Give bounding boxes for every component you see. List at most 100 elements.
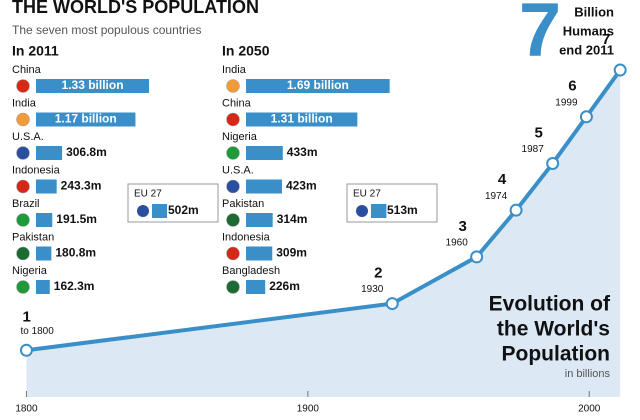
value-label: 226m <box>269 279 300 293</box>
country-label: Nigeria <box>12 265 48 277</box>
value-label: 1.69 billion <box>287 78 349 92</box>
bar <box>246 179 282 194</box>
value-label: 191.5m <box>56 212 97 226</box>
point-note: to 1800 <box>20 326 54 337</box>
country-label: Nigeria <box>222 131 258 143</box>
bar <box>36 213 53 227</box>
point-year: 1974 <box>485 191 508 202</box>
line-title: the World's <box>497 318 610 341</box>
point <box>509 203 523 217</box>
flag <box>226 246 240 261</box>
value-label: 306.8m <box>66 145 107 159</box>
value-label: 1.33 billion <box>62 78 124 92</box>
bar <box>36 179 57 194</box>
point-year: 1960 <box>446 238 469 249</box>
point-number: 7 <box>602 31 610 48</box>
flag <box>16 79 30 93</box>
annotation-value: 513m <box>387 203 418 217</box>
area-layer <box>26 70 621 397</box>
bar <box>246 146 283 160</box>
point-year: 1999 <box>555 97 578 108</box>
flag <box>16 179 30 194</box>
flag <box>137 205 149 217</box>
annotation-label: EU 27 <box>134 189 162 200</box>
country-label: Indonesia <box>222 231 271 243</box>
point <box>470 250 484 264</box>
point <box>613 63 627 77</box>
flag <box>226 112 240 127</box>
point <box>19 343 33 357</box>
value-label: 314m <box>277 212 308 226</box>
line-subtitle: in billions <box>565 368 611 380</box>
annotation-label: EU 27 <box>353 189 381 200</box>
line-title: Evolution of <box>489 293 611 316</box>
bar <box>36 246 52 261</box>
value-label: 1.17 billion <box>55 112 117 126</box>
point-number: 2 <box>374 265 382 282</box>
point <box>579 110 593 124</box>
line-title: Population <box>502 343 611 366</box>
flag <box>16 213 30 227</box>
flag <box>16 246 30 261</box>
flag <box>16 280 30 294</box>
x-tick-label: 1800 <box>15 404 38 415</box>
country-label: U.S.A. <box>12 131 44 143</box>
bar <box>246 79 390 93</box>
value-label: 1.31 billion <box>271 112 333 126</box>
flag <box>226 146 240 160</box>
flag <box>226 79 240 93</box>
callout-line: Humans <box>563 23 614 38</box>
country-label: Brazil <box>12 198 40 210</box>
value-label: 243.3m <box>61 179 102 193</box>
country-label: Pakistan <box>12 231 54 243</box>
bar <box>36 112 136 127</box>
bar <box>246 213 273 227</box>
point <box>546 156 560 170</box>
bar <box>36 280 50 294</box>
country-label: Pakistan <box>222 198 264 210</box>
country-label: China <box>222 97 252 109</box>
bar <box>246 246 273 261</box>
bar <box>36 79 150 93</box>
country-label: China <box>12 64 42 76</box>
flag <box>226 179 240 194</box>
point-number: 6 <box>568 78 576 95</box>
country-label: India <box>12 97 37 109</box>
point-number: 4 <box>498 171 507 188</box>
callout-number: 7 <box>519 0 561 73</box>
subtitle: The seven most populous countries <box>12 23 201 37</box>
value-label: 309m <box>276 246 307 260</box>
point-number: 5 <box>534 124 542 141</box>
point-number: 3 <box>459 218 467 235</box>
bar <box>36 146 63 160</box>
flag <box>356 205 368 217</box>
area <box>26 70 621 397</box>
country-label: Bangladesh <box>222 265 280 277</box>
value-label: 180.8m <box>55 246 96 260</box>
x-tick-label: 2000 <box>578 404 601 415</box>
bar <box>246 280 266 294</box>
flag <box>226 213 240 227</box>
annotation-value: 502m <box>168 203 199 217</box>
point <box>385 297 399 311</box>
annotation-mark <box>371 204 387 218</box>
value-label: 162.3m <box>54 279 95 293</box>
flag <box>16 112 30 127</box>
callout-line: Billion <box>574 4 614 19</box>
point-number: 1 <box>22 308 30 325</box>
point-year: 1987 <box>522 144 545 155</box>
country-label: Indonesia <box>12 164 61 176</box>
bar <box>246 112 358 127</box>
flag <box>226 280 240 294</box>
value-label: 423m <box>286 179 317 193</box>
callout-line: end 2011 <box>559 42 614 57</box>
flag <box>16 146 30 160</box>
country-label: U.S.A. <box>222 164 254 176</box>
title: THE WORLD'S POPULATION <box>12 0 259 17</box>
point-year: 1930 <box>361 284 384 295</box>
country-label: India <box>222 64 247 76</box>
panel-title: In 2050 <box>222 43 270 59</box>
value-label: 433m <box>287 145 318 159</box>
panel-title: In 2011 <box>12 43 59 59</box>
